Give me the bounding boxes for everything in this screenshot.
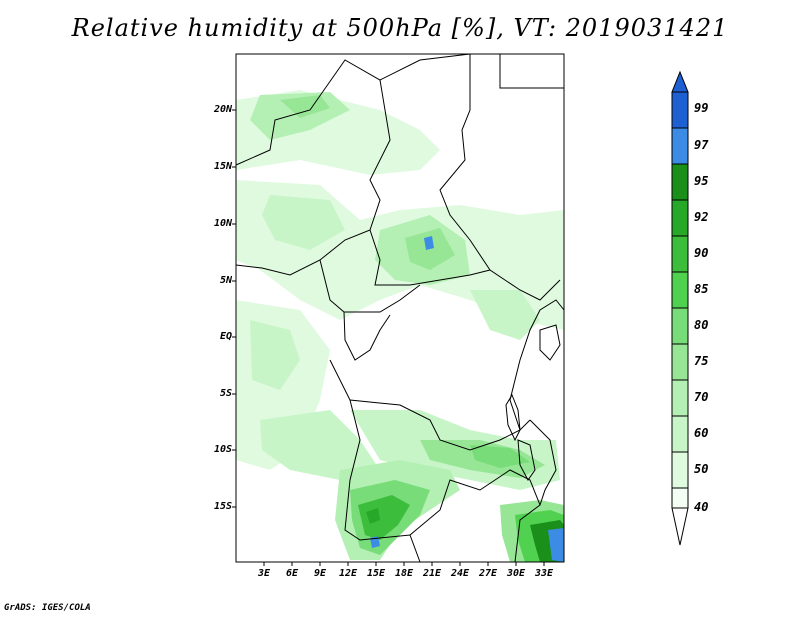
footer-credit: GrADS: IGES/COLA <box>4 603 91 613</box>
colorbar-label: 50 <box>694 462 709 476</box>
lakes <box>505 324 561 481</box>
colorbar-segment <box>671 163 689 201</box>
colorbar-label: 90 <box>694 246 709 260</box>
colorbar-label: 40 <box>694 500 709 514</box>
humidity-shading <box>236 90 564 562</box>
lat-label: 10N <box>213 218 232 229</box>
lat-label: 15S <box>213 501 232 512</box>
colorbar-label: 92 <box>694 210 709 224</box>
lon-label: 12E <box>338 568 358 579</box>
lat-label: 5N <box>219 275 232 286</box>
colorbar-segment <box>671 91 689 129</box>
lat-label: EQ <box>219 331 232 342</box>
lat-ticks <box>232 109 236 508</box>
colorbar <box>671 70 689 546</box>
colorbar-label: 60 <box>694 426 709 440</box>
lon-label: 24E <box>450 568 470 579</box>
colorbar-cap-top <box>671 70 689 93</box>
colorbar-segment <box>671 343 689 381</box>
map-title: Relative humidity at 500hPa [%], VT: 201… <box>71 14 729 42</box>
colorbar-segment <box>671 307 689 345</box>
colorbar-cap-bottom <box>671 507 689 546</box>
lon-label: 30E <box>506 568 526 579</box>
colorbar-segment <box>671 199 689 237</box>
colorbar-label: 99 <box>694 101 709 115</box>
lat-label: 20N <box>213 104 232 115</box>
colorbar-label: 97 <box>694 138 709 152</box>
lon-label: 3E <box>257 568 271 579</box>
lon-label: 21E <box>422 568 442 579</box>
lat-label: 5S <box>219 388 232 399</box>
lat-label: 10S <box>213 444 232 455</box>
colorbar-label: 80 <box>694 318 709 332</box>
colorbar-segment <box>671 127 689 165</box>
map-frame <box>235 53 565 563</box>
country-borders <box>235 53 565 563</box>
lon-ticks <box>263 562 545 566</box>
colorbar-segment <box>671 379 689 417</box>
lon-label: 6E <box>285 568 299 579</box>
colorbar-label: 75 <box>694 354 709 368</box>
colorbar-segment <box>671 487 689 509</box>
colorbar-label: 85 <box>694 282 709 296</box>
colorbar-label: 95 <box>694 174 709 188</box>
colorbar-segment <box>671 271 689 309</box>
lon-label: 15E <box>366 568 386 579</box>
lon-label: 27E <box>478 568 498 579</box>
colorbar-segment <box>671 235 689 273</box>
lon-label: 33E <box>534 568 554 579</box>
lat-label: 15N <box>213 161 232 172</box>
colorbar-segment <box>671 451 689 489</box>
lon-label: 9E <box>313 568 327 579</box>
colorbar-segment <box>671 415 689 453</box>
colorbar-label: 70 <box>694 390 709 404</box>
lon-label: 18E <box>394 568 414 579</box>
